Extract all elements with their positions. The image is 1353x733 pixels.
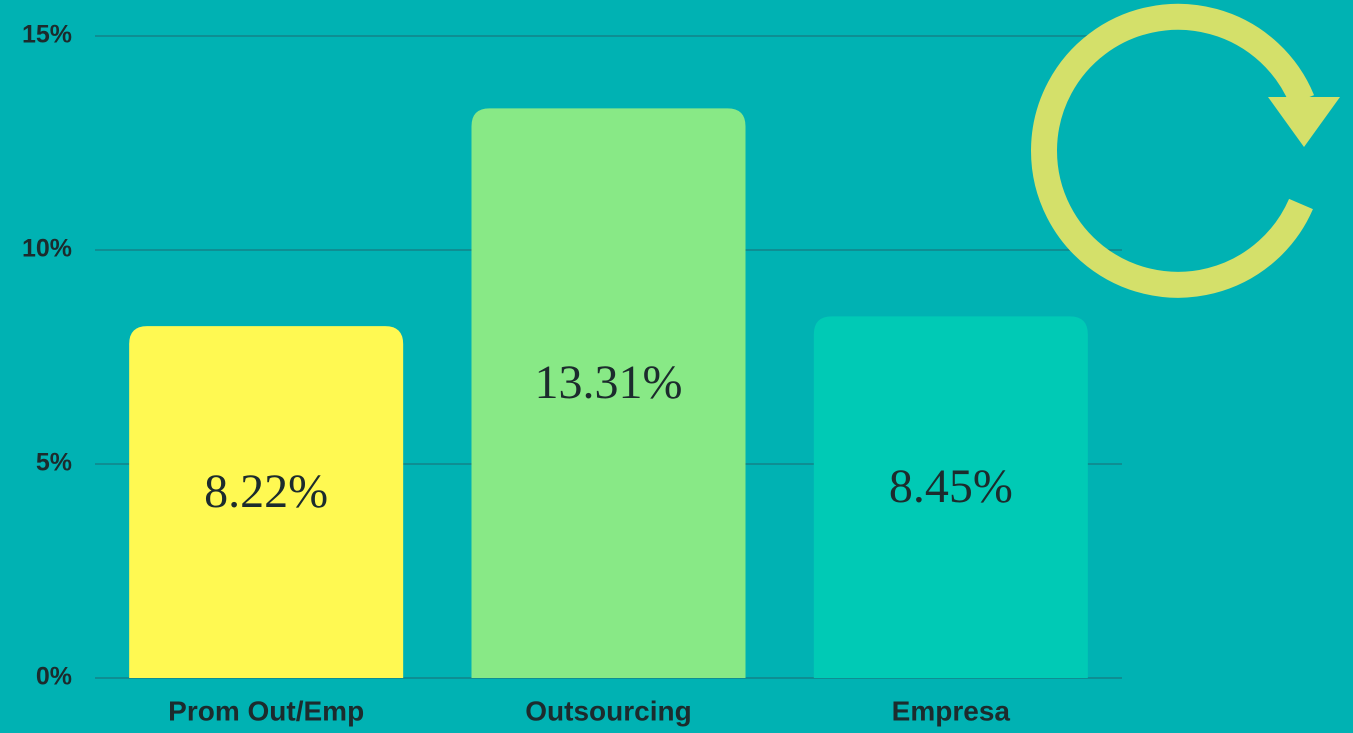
bar bbox=[813, 316, 1088, 678]
bar bbox=[129, 326, 404, 678]
value-label: 13.31% bbox=[535, 356, 683, 409]
x-tick-label: Empresa bbox=[892, 695, 1011, 726]
bar bbox=[471, 108, 746, 678]
x-tick-label: Prom Out/Emp bbox=[168, 695, 364, 726]
y-tick-label: 15% bbox=[22, 21, 72, 49]
refresh-arrowhead bbox=[1268, 97, 1340, 147]
value-label: 8.22% bbox=[204, 465, 328, 518]
y-tick-label: 10% bbox=[22, 235, 72, 263]
plot: 0% 5% 10% 15% 8.22% Prom Out/Emp 13.31% Outsour… bbox=[22, 21, 1122, 726]
y-tick-label: 5% bbox=[36, 449, 72, 477]
refresh-icon bbox=[1031, 3, 1340, 298]
refresh-arc bbox=[1031, 3, 1315, 298]
y-tick-label: 0% bbox=[36, 663, 72, 691]
x-tick-label: Outsourcing bbox=[525, 695, 691, 726]
value-label: 8.45% bbox=[889, 460, 1013, 513]
